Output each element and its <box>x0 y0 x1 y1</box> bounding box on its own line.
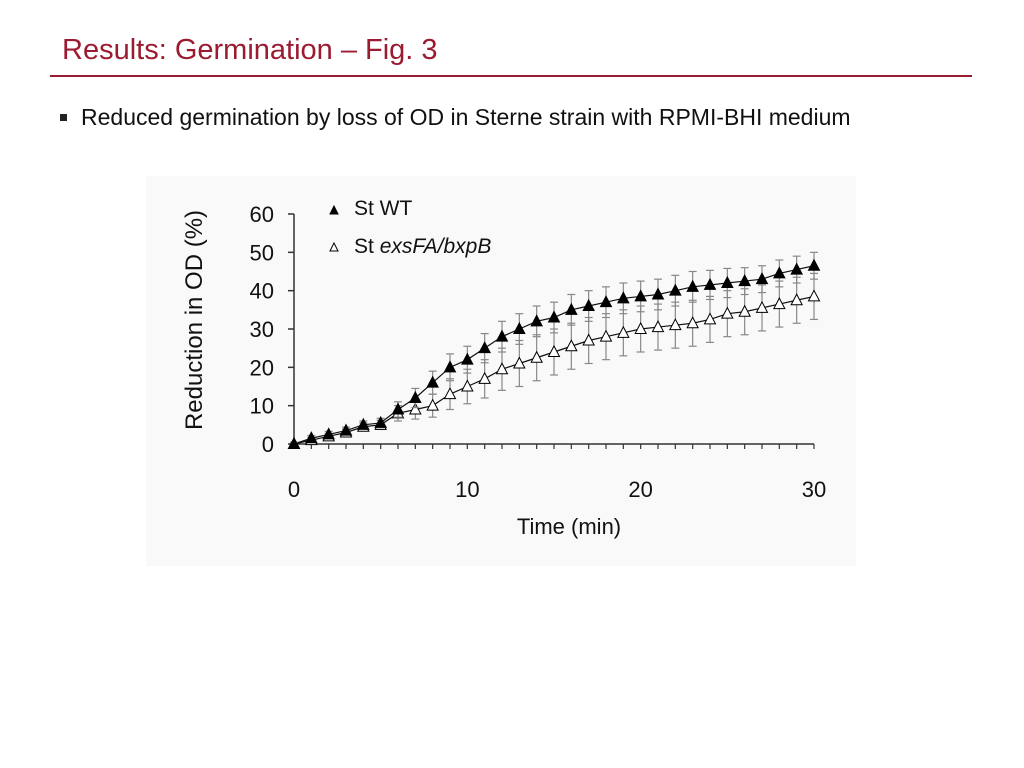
data-point <box>790 262 803 275</box>
data-point <box>565 339 578 352</box>
y-tick-label: 0 <box>262 432 274 457</box>
data-point <box>513 356 526 369</box>
series-st-exsfa-bxpb <box>287 272 821 449</box>
data-point <box>443 387 457 400</box>
data-point <box>339 423 353 436</box>
data-point <box>513 321 526 334</box>
legend-label-st-wt: St WT <box>354 197 412 220</box>
data-point <box>651 320 665 333</box>
data-point <box>374 415 387 428</box>
x-tick-label: 30 <box>802 477 826 502</box>
data-point <box>426 398 439 411</box>
data-point <box>478 341 491 354</box>
data-point <box>755 300 769 313</box>
data-point <box>287 436 301 449</box>
data-point <box>357 417 370 430</box>
legend-marker-st-wt <box>329 204 339 215</box>
data-point <box>686 316 699 329</box>
data-point <box>617 291 630 304</box>
series-layer <box>287 251 821 449</box>
data-point <box>703 277 717 290</box>
data-point <box>755 272 769 285</box>
x-tick-label: 0 <box>288 477 300 502</box>
y-tick-label: 10 <box>250 394 274 419</box>
x-axis-label: Time (min) <box>517 514 621 539</box>
data-point <box>617 325 630 338</box>
slide-title: Results: Germination – Fig. 3 <box>62 34 438 66</box>
title-divider <box>50 75 972 77</box>
data-point <box>495 362 509 375</box>
data-point <box>807 289 821 302</box>
data-point <box>322 427 335 440</box>
y-tick-label: 40 <box>250 279 274 304</box>
data-point <box>530 350 543 363</box>
data-point <box>807 258 821 271</box>
data-point <box>721 275 734 288</box>
data-point <box>461 352 474 365</box>
bullet-item: Reduced germination by loss of OD in Ste… <box>60 104 851 131</box>
data-point <box>547 310 561 323</box>
data-point <box>478 371 491 384</box>
data-point <box>391 402 405 415</box>
y-tick-label: 50 <box>250 240 274 265</box>
series-st-wt <box>287 251 821 449</box>
legend-marker-st-mutant <box>329 241 339 252</box>
chart-legend: St WT St exsFA/bxpB <box>329 197 491 258</box>
data-point <box>305 431 318 444</box>
y-axis-label: Reduction in OD (%) <box>181 210 208 430</box>
square-bullet-icon <box>60 114 67 121</box>
data-point <box>443 360 457 373</box>
y-tick-label: 30 <box>250 317 274 342</box>
data-point <box>565 302 578 315</box>
x-axis-ticks: 0 10 20 30 <box>288 444 826 502</box>
data-point <box>547 344 561 357</box>
data-point <box>721 306 734 319</box>
data-point <box>686 279 699 292</box>
data-point <box>426 375 439 388</box>
legend-label-st-mutant: St exsFA/bxpB <box>354 235 491 258</box>
bullet-text: Reduced germination by loss of OD in Ste… <box>81 104 851 130</box>
data-point <box>530 314 543 327</box>
data-point <box>409 402 422 415</box>
data-point <box>703 312 717 325</box>
data-point <box>773 266 786 279</box>
data-point <box>599 329 613 342</box>
data-point <box>651 287 665 300</box>
data-point <box>582 298 595 311</box>
data-point <box>738 304 751 317</box>
data-point <box>669 283 682 296</box>
data-point <box>669 318 682 331</box>
data-point <box>634 289 647 302</box>
data-point <box>773 297 786 310</box>
data-point <box>790 293 803 306</box>
figure-panel: 0 10 20 30 40 50 60 0 10 20 30 Reduction in OD (%… <box>146 176 856 566</box>
x-tick-label: 20 <box>628 477 652 502</box>
y-axis-ticks: 0 10 20 30 40 50 60 <box>250 202 294 457</box>
data-point <box>495 329 509 342</box>
data-point <box>738 274 751 287</box>
y-tick-label: 60 <box>250 202 274 227</box>
data-point <box>582 333 595 346</box>
data-point <box>461 379 474 392</box>
x-tick-label: 10 <box>455 477 479 502</box>
data-point <box>634 321 647 334</box>
y-tick-label: 20 <box>250 355 274 380</box>
data-point <box>599 295 613 308</box>
germination-chart: 0 10 20 30 40 50 60 0 10 20 30 Reduction in OD (%… <box>181 197 826 539</box>
data-point <box>409 390 422 403</box>
